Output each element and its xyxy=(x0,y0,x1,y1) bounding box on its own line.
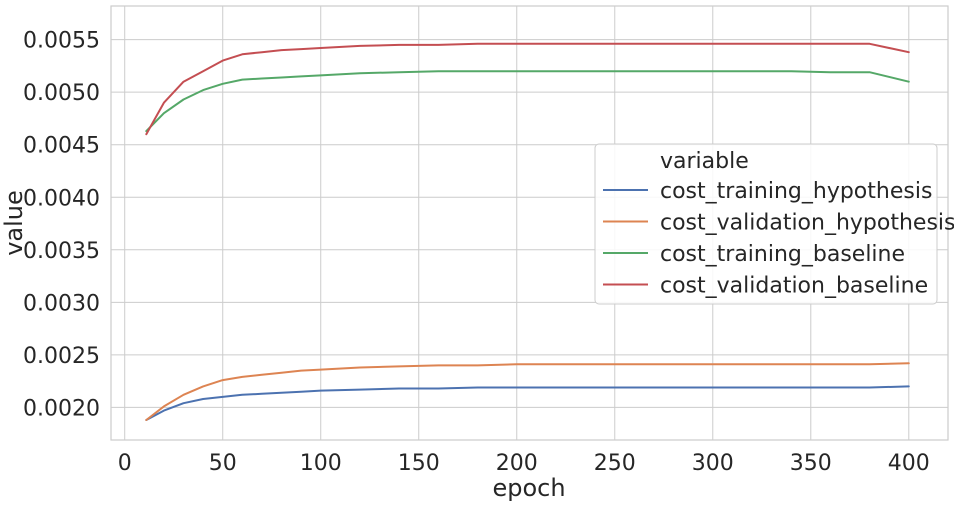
legend-entry-label: cost_validation_hypothesis xyxy=(660,211,954,236)
x-axis-label: epoch xyxy=(492,474,565,502)
legend-entry-label: cost_training_baseline xyxy=(660,242,905,267)
series-line xyxy=(145,362,910,421)
legend-items: cost_training_hypothesis cost_validation_… xyxy=(603,179,954,299)
y-tick-labels: 0.0020 0.0025 0.0030 0.0035 0.0040 0.0045 0.00… xyxy=(23,29,100,422)
legend-title: variable xyxy=(660,149,749,174)
series-layer xyxy=(145,42,910,421)
y-axis-label: value xyxy=(0,190,28,256)
x-tick-label: 100 xyxy=(300,451,342,476)
x-tick-labels: 0 50 100 150 200 250 300 350 400 xyxy=(118,451,930,476)
legend: variable cost_training_hypothesis cost_va… xyxy=(594,143,954,305)
x-tick-label: 300 xyxy=(692,451,734,476)
y-tick-label: 0.0050 xyxy=(23,81,100,106)
y-tick-label: 0.0055 xyxy=(23,29,100,54)
y-tick-label: 0.0040 xyxy=(23,186,100,211)
legend-entry-label: cost_validation_baseline xyxy=(660,274,928,299)
x-tick-label: 350 xyxy=(790,451,832,476)
y-tick-label: 0.0030 xyxy=(23,291,100,316)
x-tick-label: 0 xyxy=(118,451,132,476)
legend-box xyxy=(594,143,938,305)
y-tick-label: 0.0045 xyxy=(23,134,100,159)
x-tick-label: 400 xyxy=(888,451,930,476)
series-line xyxy=(145,385,910,421)
x-tick-label: 250 xyxy=(594,451,636,476)
x-tick-label: 50 xyxy=(209,451,237,476)
y-tick-label: 0.0020 xyxy=(23,396,100,421)
x-tick-label: 200 xyxy=(496,451,538,476)
x-tick-label: 150 xyxy=(398,451,440,476)
series-line xyxy=(145,70,910,133)
y-tick-label: 0.0035 xyxy=(23,239,100,264)
y-tick-label: 0.0025 xyxy=(23,344,100,369)
legend-entry-label: cost_training_hypothesis xyxy=(660,179,932,204)
series-line xyxy=(145,42,910,136)
